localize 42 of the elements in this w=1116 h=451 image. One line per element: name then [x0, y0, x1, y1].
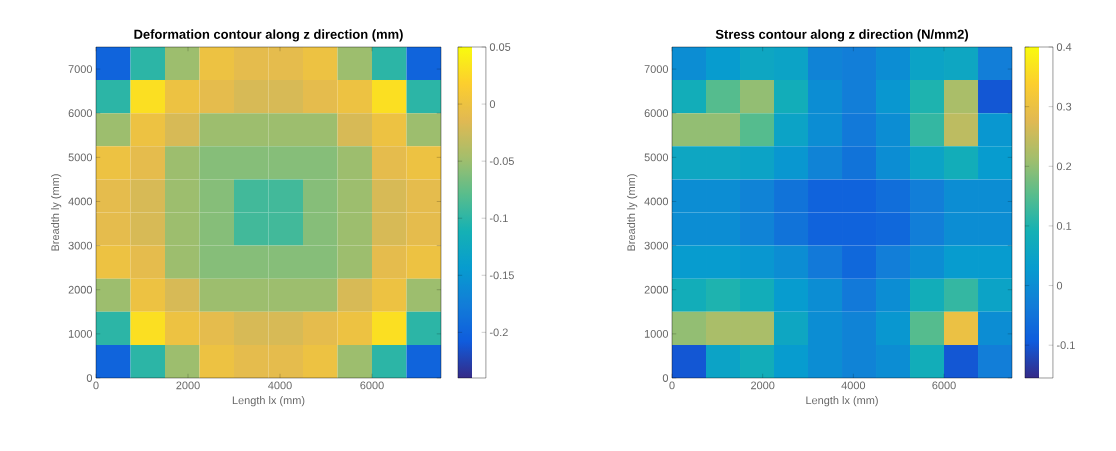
x-tick-label: 6000 [360, 381, 384, 390]
x-tick-label: 2000 [176, 381, 200, 390]
y-tick-label: 2000 [644, 285, 669, 294]
color-bar-label: -0.1 [1056, 341, 1075, 350]
color-bar-label: 0.4 [1056, 43, 1072, 51]
color-bar-label: 0 [1056, 281, 1063, 290]
x-tick-label: 6000 [932, 381, 956, 390]
color-bar-label: 0.2 [1056, 162, 1072, 171]
x-tick-label: 0 [93, 381, 99, 390]
y-tick-label: 0 [662, 374, 669, 382]
x-axis-title: Length lx (mm) [806, 396, 878, 407]
y-axis-title: Breadth ly (mm) [51, 174, 62, 251]
chart-title: Deformation contour along z direction (mm) [134, 29, 403, 42]
color-bar-label: -0.15 [489, 271, 514, 280]
color-bar-label: -0.05 [489, 157, 514, 166]
color-bar-label: 0.05 [489, 43, 511, 51]
y-tick-label: 4000 [68, 197, 93, 206]
y-tick-label: 5000 [68, 153, 93, 162]
y-tick-label: 1000 [644, 330, 669, 338]
x-tick-label: 2000 [751, 381, 775, 390]
color-bar-label: -0.2 [489, 328, 508, 337]
x-tick-label: 4000 [841, 381, 866, 390]
y-axis-title: Breadth ly (mm) [627, 174, 638, 251]
y-tick-label: 5000 [644, 153, 669, 162]
chart-title: Stress contour along z direction (N/mm2) [715, 29, 969, 42]
x-tick-label: 4000 [268, 381, 292, 390]
y-tick-label: 3000 [68, 241, 93, 250]
y-tick-label: 6000 [68, 109, 93, 118]
y-tick-label: 1000 [68, 330, 93, 338]
y-tick-label: 7000 [68, 65, 93, 73]
y-tick-label: 7000 [644, 65, 669, 73]
color-bar-label: 0.1 [1056, 222, 1072, 230]
color-bar-label: 0.3 [1056, 102, 1072, 111]
y-tick-label: 6000 [644, 109, 669, 118]
y-tick-label: 4000 [644, 197, 669, 206]
y-tick-label: 2000 [68, 285, 93, 294]
x-axis-title: Length lx (mm) [232, 396, 305, 407]
color-bar-label: -0.1 [489, 214, 508, 223]
y-tick-label: 3000 [644, 241, 669, 250]
color-bar-label: 0 [489, 100, 496, 108]
y-tick-label: 0 [86, 374, 93, 382]
x-tick-label: 0 [669, 381, 675, 390]
